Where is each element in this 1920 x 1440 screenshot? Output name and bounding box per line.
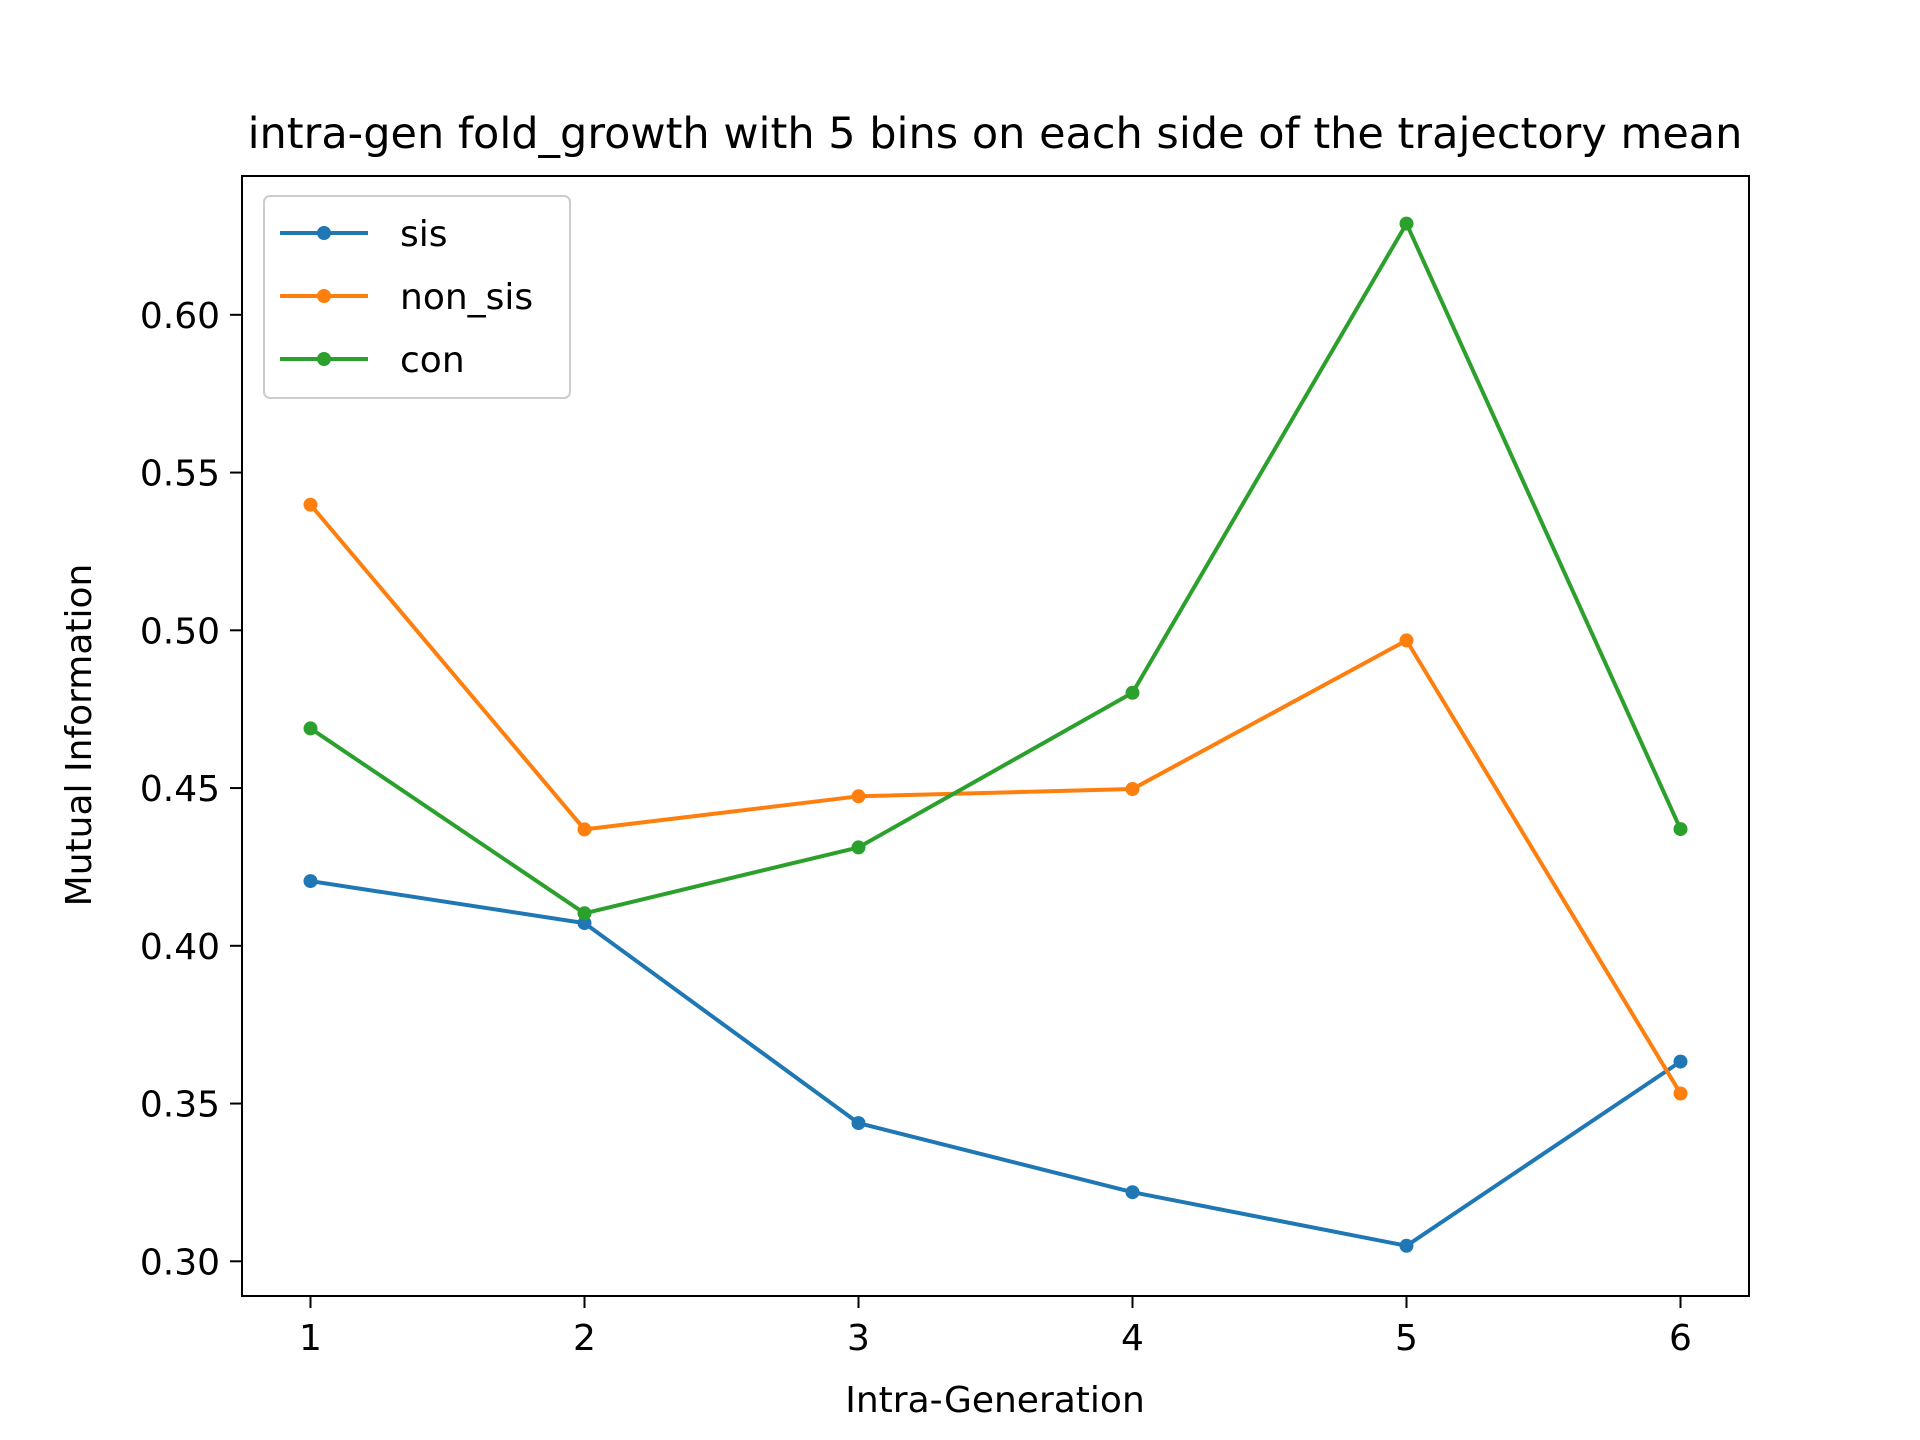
legend-label-sis: sis [400,214,448,255]
data-point-con-3 [851,840,866,855]
y-tick-label: 0.50 [140,611,220,652]
data-point-con-5 [1399,216,1414,231]
legend-marker-sis [317,226,331,240]
legend-box [263,195,571,399]
x-tick-label: 4 [1121,1318,1144,1359]
y-tick-label: 0.55 [140,454,220,495]
data-point-con-6 [1673,822,1688,837]
x-tick-label: 3 [847,1318,870,1359]
y-axis-ticks: 0.30 0.35 0.40 0.45 0.50 0.55 0.60 [140,296,242,1283]
series-non_sis [303,497,1688,1101]
series-con [303,216,1688,921]
plot-area [241,175,1750,1297]
y-tick-label: 0.35 [140,1085,220,1126]
data-point-sis-1 [303,874,318,889]
y-tick-label: 0.60 [140,296,220,337]
legend-item-non_sis: non_sis [280,277,533,318]
data-point-non_sis-1 [303,497,318,512]
data-point-con-2 [577,906,592,921]
legend-label-con: con [400,340,465,381]
x-axis-label: Intra-Generation [845,1380,1145,1421]
data-point-sis-6 [1673,1054,1688,1069]
data-point-sis-3 [851,1116,866,1131]
data-point-con-4 [1125,685,1140,700]
y-tick-label: 0.40 [140,927,220,968]
x-tick-label: 1 [299,1318,322,1359]
x-axis-ticks: 1 2 3 4 5 6 [299,1296,1692,1359]
x-tick-label: 5 [1395,1318,1418,1359]
x-tick-label: 2 [573,1318,596,1359]
legend-item-con: con [280,340,465,381]
x-tick-label: 6 [1669,1318,1692,1359]
data-point-non_sis-3 [851,789,866,804]
data-point-non_sis-6 [1673,1086,1688,1101]
series-sis [303,874,1688,1253]
y-axis-label: Mutual Information [59,564,100,907]
series-line-sis [308,878,1684,1248]
data-point-sis-4 [1125,1185,1140,1200]
chart-title: intra-gen fold_growth with 5 bins on eac… [248,109,1743,159]
y-tick-label: 0.45 [140,769,220,810]
legend-label-non_sis: non_sis [400,277,533,318]
data-point-non_sis-4 [1125,782,1140,796]
axes-frame [241,175,1750,1297]
legend-marker-non_sis [317,289,331,303]
data-point-sis-5 [1399,1238,1414,1253]
data-point-non_sis-5 [1399,633,1414,648]
series-line-non_sis [307,501,1684,1097]
series-line-con [307,221,1684,916]
data-point-con-1 [303,721,318,736]
data-point-non_sis-2 [577,822,592,837]
legend-marker-con [317,352,331,366]
legend-item-sis: sis [280,214,448,255]
data-point-sis-2 [577,916,592,931]
y-tick-label: 0.30 [140,1242,220,1283]
